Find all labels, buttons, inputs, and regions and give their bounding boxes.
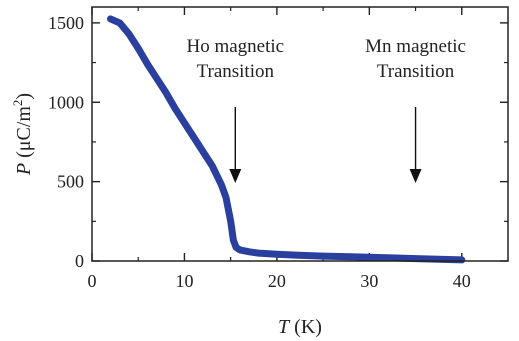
annotation-text-line: Mn magnetic [365, 36, 466, 57]
annotation-text-line: Transition [197, 61, 275, 82]
x-tick-label: 0 [88, 271, 97, 291]
x-tick-label: 40 [453, 271, 471, 291]
annotation-arrow-head [229, 169, 242, 183]
ticks-layer: 0 10 20 30 40 0 500 1000 1500 [48, 7, 508, 291]
y-tick-label: 500 [57, 172, 84, 192]
x-axis-var: T [278, 316, 291, 338]
plot-frame [91, 6, 509, 262]
annotations-layer: Ho magnetic Transition Mn magnetic Transiti… [186, 36, 466, 183]
y-tick-label: 1500 [48, 13, 84, 33]
y-axis-label: P (μC/m2) [10, 93, 35, 176]
x-tick-label: 20 [268, 271, 286, 291]
annotation-text-line: Transition [377, 61, 455, 82]
x-axis-unit: (K) [289, 316, 322, 338]
annotation-text-line: Ho magnetic [186, 36, 284, 57]
data-series-line [107, 15, 466, 264]
x-tick-label: 30 [360, 271, 378, 291]
annotation-arrow-head [409, 169, 422, 183]
y-tick-label: 0 [75, 251, 84, 271]
x-tick-label: 10 [175, 271, 193, 291]
x-axis-label: T (K) [278, 316, 322, 338]
y-axis-unit-close: ) [13, 93, 35, 100]
y-axis-unit-sup: 2 [10, 100, 25, 107]
y-axis-unit: (μC/m [13, 106, 35, 163]
y-axis-var: P [13, 163, 35, 176]
y-tick-label: 1000 [48, 92, 84, 112]
series-layer [107, 15, 466, 264]
